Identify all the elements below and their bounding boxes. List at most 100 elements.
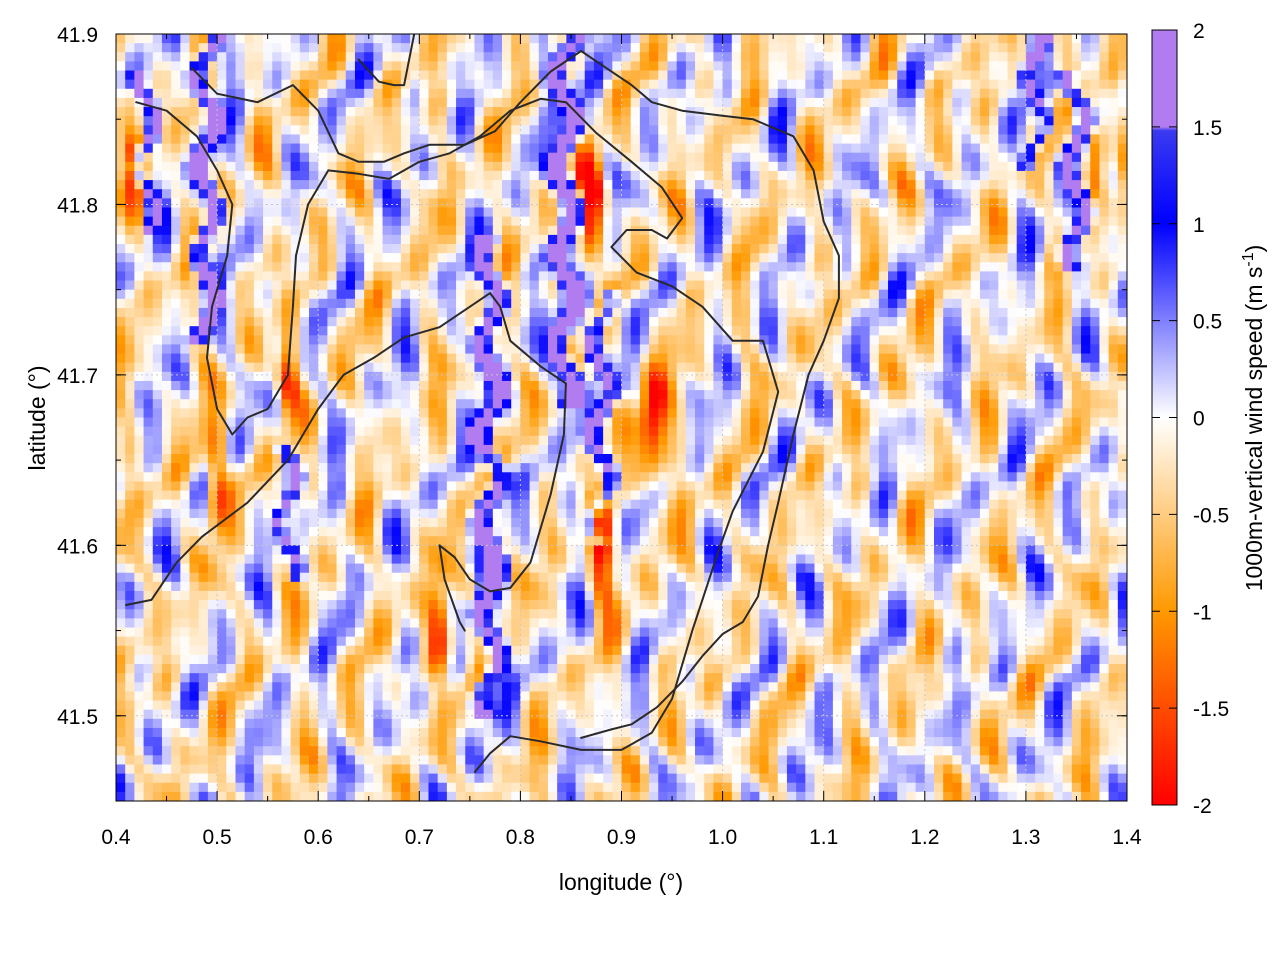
heatmap-cell: [1044, 326, 1055, 336]
heatmap-cell: [1071, 262, 1082, 272]
heatmap-cell: [979, 326, 990, 336]
heatmap-cell: [511, 52, 521, 62]
heatmap-cell: [998, 225, 1009, 236]
heatmap-cell: [299, 61, 310, 72]
heatmap-cell: [263, 280, 273, 291]
heatmap-cell: [933, 362, 944, 373]
heatmap-cell: [189, 435, 200, 446]
heatmap-cell: [336, 262, 347, 272]
heatmap-cell: [547, 70, 558, 81]
heatmap-cell: [740, 116, 751, 126]
heatmap-cell: [639, 426, 650, 437]
heatmap-cell: [860, 326, 871, 336]
heatmap-cell: [382, 97, 393, 108]
heatmap-cell: [1108, 88, 1119, 99]
heatmap-cell: [529, 271, 540, 282]
heatmap-cell: [244, 43, 255, 53]
heatmap-cell: [474, 353, 485, 364]
heatmap-cell: [474, 444, 485, 455]
heatmap-cell: [566, 189, 577, 199]
heatmap-cell: [943, 134, 953, 145]
heatmap-cell: [1053, 88, 1064, 99]
heatmap-cell: [566, 116, 577, 126]
heatmap-cell: [143, 362, 154, 373]
heatmap-cell: [1007, 134, 1018, 145]
heatmap-cell: [529, 353, 540, 364]
heatmap-cell: [152, 380, 163, 391]
heatmap-cell: [593, 43, 604, 53]
heatmap-cell: [897, 34, 908, 44]
heatmap-cell: [400, 371, 411, 382]
heatmap-cell: [713, 180, 724, 190]
heatmap-cell: [860, 435, 871, 446]
heatmap-cell: [943, 170, 953, 181]
heatmap-cell: [722, 34, 733, 44]
heatmap-cell: [1090, 326, 1101, 336]
heatmap-cell: [805, 408, 816, 419]
heatmap-cell: [125, 116, 135, 126]
heatmap-cell: [299, 262, 310, 272]
heatmap-cell: [575, 298, 586, 309]
heatmap-cell: [511, 353, 521, 364]
heatmap-cell: [391, 417, 402, 428]
heatmap-cell: [1007, 326, 1018, 336]
heatmap-cell: [649, 161, 659, 172]
heatmap-cell: [612, 417, 623, 428]
heatmap-cell: [933, 43, 944, 53]
heatmap-cell: [989, 435, 999, 446]
heatmap-cell: [217, 234, 227, 245]
heatmap-cell: [1090, 52, 1101, 62]
heatmap-cell: [979, 280, 990, 291]
heatmap-cell: [189, 107, 200, 117]
heatmap-cell: [502, 417, 512, 428]
heatmap-cell: [603, 216, 613, 227]
heatmap-cell: [1108, 435, 1119, 446]
heatmap-cell: [1007, 207, 1018, 218]
heatmap-cell: [520, 307, 531, 318]
heatmap-cell: [134, 362, 145, 373]
heatmap-cell: [1016, 262, 1027, 272]
heatmap-cell: [125, 97, 135, 108]
heatmap-cell: [226, 125, 237, 136]
heatmap-cell: [768, 344, 779, 355]
heatmap-cell: [851, 298, 862, 309]
heatmap-cell: [805, 143, 816, 154]
heatmap-cell: [888, 152, 898, 163]
heatmap-cell: [740, 380, 751, 391]
heatmap-cell: [410, 344, 420, 355]
heatmap-cell: [823, 97, 834, 108]
heatmap-cell: [428, 225, 439, 236]
heatmap-cell: [897, 380, 908, 391]
heatmap-cell: [603, 317, 613, 327]
heatmap-cell: [207, 180, 218, 190]
heatmap-cell: [511, 408, 521, 419]
heatmap-cell: [676, 143, 687, 154]
heatmap-cell: [1117, 371, 1127, 382]
heatmap-cell: [1007, 143, 1018, 154]
heatmap-cell: [511, 152, 521, 163]
heatmap-cell: [667, 380, 678, 391]
heatmap-cell: [1071, 390, 1082, 400]
heatmap-cell: [134, 216, 145, 227]
heatmap-cell: [685, 180, 696, 190]
heatmap-cell: [630, 116, 641, 126]
heatmap-cell: [456, 152, 466, 163]
heatmap-cell: [364, 134, 374, 145]
heatmap-cell: [970, 116, 981, 126]
heatmap-cell: [1053, 189, 1064, 199]
heatmap-cell: [777, 143, 788, 154]
heatmap-cell: [621, 289, 632, 300]
heatmap-cell: [989, 125, 999, 136]
heatmap-cell: [713, 307, 724, 318]
heatmap-cell: [759, 180, 770, 190]
heatmap-cell: [529, 79, 540, 90]
heatmap-cell: [1071, 326, 1082, 336]
heatmap-cell: [566, 317, 577, 327]
heatmap-cell: [474, 390, 485, 400]
heatmap-cell: [235, 107, 246, 117]
heatmap-cell: [704, 116, 715, 126]
heatmap-cell: [1062, 234, 1073, 245]
heatmap-cell: [492, 152, 503, 163]
heatmap-cell: [1035, 152, 1045, 163]
heatmap-cell: [952, 307, 963, 318]
